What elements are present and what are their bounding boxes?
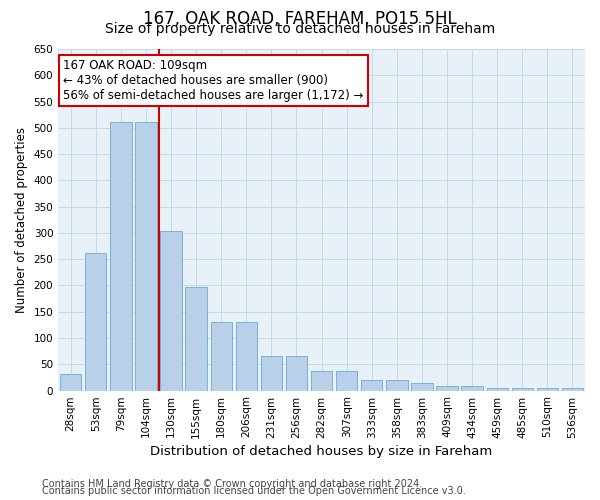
Bar <box>311 370 332 390</box>
Y-axis label: Number of detached properties: Number of detached properties <box>15 127 28 313</box>
Bar <box>136 122 157 390</box>
Bar <box>562 388 583 390</box>
Bar <box>386 380 407 390</box>
Text: Size of property relative to detached houses in Fareham: Size of property relative to detached ho… <box>105 22 495 36</box>
Bar <box>85 253 106 390</box>
Text: Contains HM Land Registry data © Crown copyright and database right 2024.: Contains HM Land Registry data © Crown c… <box>42 479 422 489</box>
Bar <box>185 287 207 391</box>
Bar <box>261 356 282 390</box>
Bar <box>361 380 382 390</box>
Bar <box>160 232 182 390</box>
Bar <box>487 388 508 390</box>
Bar <box>60 374 82 390</box>
Bar <box>286 356 307 390</box>
Bar <box>411 382 433 390</box>
Text: 167 OAK ROAD: 109sqm
← 43% of detached houses are smaller (900)
56% of semi-deta: 167 OAK ROAD: 109sqm ← 43% of detached h… <box>64 59 364 102</box>
Bar <box>436 386 458 390</box>
Bar <box>110 122 131 390</box>
Bar <box>512 388 533 390</box>
Bar <box>211 322 232 390</box>
Bar <box>336 370 358 390</box>
X-axis label: Distribution of detached houses by size in Fareham: Distribution of detached houses by size … <box>151 444 493 458</box>
Bar <box>236 322 257 390</box>
Text: 167, OAK ROAD, FAREHAM, PO15 5HL: 167, OAK ROAD, FAREHAM, PO15 5HL <box>143 10 457 28</box>
Bar <box>537 388 558 390</box>
Bar <box>461 386 483 390</box>
Text: Contains public sector information licensed under the Open Government Licence v3: Contains public sector information licen… <box>42 486 466 496</box>
